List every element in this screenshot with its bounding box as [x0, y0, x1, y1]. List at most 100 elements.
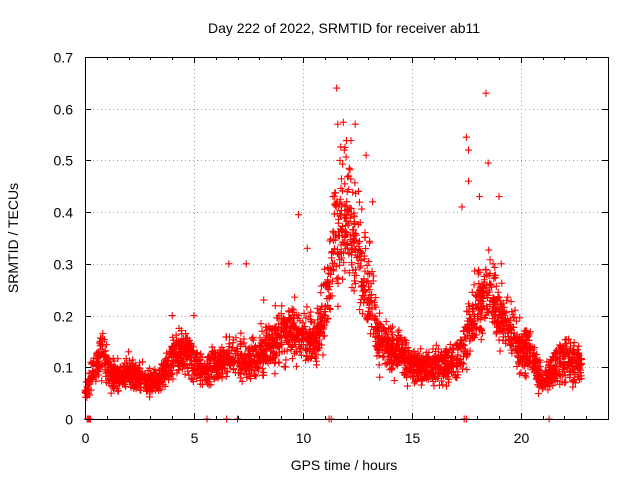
- data-point: [139, 358, 147, 366]
- data-point: [428, 371, 436, 380]
- data-point: [87, 386, 95, 394]
- data-point: [379, 352, 387, 360]
- data-point: [331, 200, 339, 208]
- data-point: [470, 281, 478, 289]
- data-point: [482, 89, 490, 97]
- data-point: [508, 349, 516, 357]
- x-axis-label: GPS time / hours: [291, 457, 398, 473]
- data-point: [357, 256, 365, 264]
- x-tick-label: 20: [514, 430, 530, 446]
- data-point: [243, 365, 251, 373]
- data-point: [174, 352, 182, 360]
- data-point: [155, 384, 163, 392]
- data-point: [167, 370, 176, 378]
- data-point: [363, 298, 372, 306]
- data-point: [478, 297, 486, 305]
- data-point: [522, 373, 530, 381]
- data-point: [393, 353, 401, 361]
- data-point: [330, 248, 338, 256]
- data-point: [352, 266, 360, 274]
- data-point: [320, 265, 329, 273]
- data-point: [351, 120, 359, 128]
- data-point: [259, 346, 267, 354]
- data-point: [366, 286, 374, 294]
- data-point: [181, 370, 189, 378]
- data-point: [383, 328, 391, 336]
- data-point: [340, 214, 349, 222]
- data-point: [362, 245, 370, 253]
- data-point: [233, 345, 241, 353]
- data-point: [341, 201, 349, 210]
- data-point: [466, 337, 474, 345]
- data-point: [173, 369, 181, 377]
- data-point: [432, 348, 440, 356]
- data-point: [268, 331, 277, 339]
- data-point: [503, 296, 511, 304]
- data-point: [337, 206, 345, 215]
- data-point: [491, 263, 499, 272]
- data-point: [303, 347, 311, 355]
- data-point: [485, 246, 493, 254]
- data-point: [556, 355, 564, 363]
- data-point: [331, 189, 339, 197]
- data-point: [174, 366, 182, 374]
- data-point: [418, 376, 426, 384]
- data-point: [523, 342, 531, 350]
- data-point: [565, 335, 573, 343]
- data-point: [275, 359, 283, 367]
- data-point: [151, 365, 159, 373]
- data-point: [161, 368, 170, 376]
- data-point: [496, 320, 504, 328]
- data-point: [326, 282, 334, 291]
- data-point: [203, 376, 211, 384]
- data-point: [149, 380, 157, 388]
- data-point: [175, 348, 183, 357]
- y-tick-label: 0.2: [54, 309, 74, 325]
- data-point: [104, 360, 112, 368]
- data-point: [484, 286, 492, 294]
- data-point: [417, 345, 425, 353]
- data-point: [395, 350, 403, 358]
- data-point: [445, 378, 453, 386]
- data-point: [172, 331, 180, 339]
- data-point: [561, 336, 569, 344]
- data-point: [259, 371, 268, 379]
- data-point: [288, 355, 296, 363]
- data-point: [337, 175, 346, 183]
- data-point: [302, 352, 311, 360]
- data-point: [169, 336, 177, 344]
- data-point: [338, 275, 347, 283]
- data-point: [571, 371, 579, 379]
- data-point: [196, 370, 204, 378]
- data-point: [461, 324, 469, 332]
- data-point: [100, 336, 108, 344]
- data-point: [437, 377, 446, 385]
- data-point: [509, 333, 517, 341]
- data-point: [361, 267, 369, 275]
- data-point: [105, 355, 113, 363]
- data-point: [376, 309, 384, 317]
- data-point: [312, 351, 320, 359]
- data-point: [211, 364, 219, 372]
- data-point: [411, 357, 419, 366]
- data-point: [319, 332, 327, 340]
- data-point: [464, 300, 473, 308]
- data-point: [514, 336, 522, 344]
- data-point: [328, 259, 337, 267]
- data-point: [365, 257, 373, 266]
- data-point: [253, 359, 261, 367]
- data-point: [321, 321, 329, 329]
- data-point: [464, 351, 472, 359]
- data-point: [526, 328, 534, 336]
- data-point: [343, 244, 351, 252]
- data-point: [475, 193, 483, 201]
- data-point: [444, 351, 452, 359]
- data-point: [334, 274, 342, 282]
- data-point: [474, 315, 482, 323]
- data-point: [228, 347, 236, 355]
- data-point: [294, 332, 302, 340]
- data-point: [369, 198, 377, 206]
- data-point: [83, 393, 91, 401]
- data-point: [237, 370, 245, 378]
- data-point: [516, 352, 524, 360]
